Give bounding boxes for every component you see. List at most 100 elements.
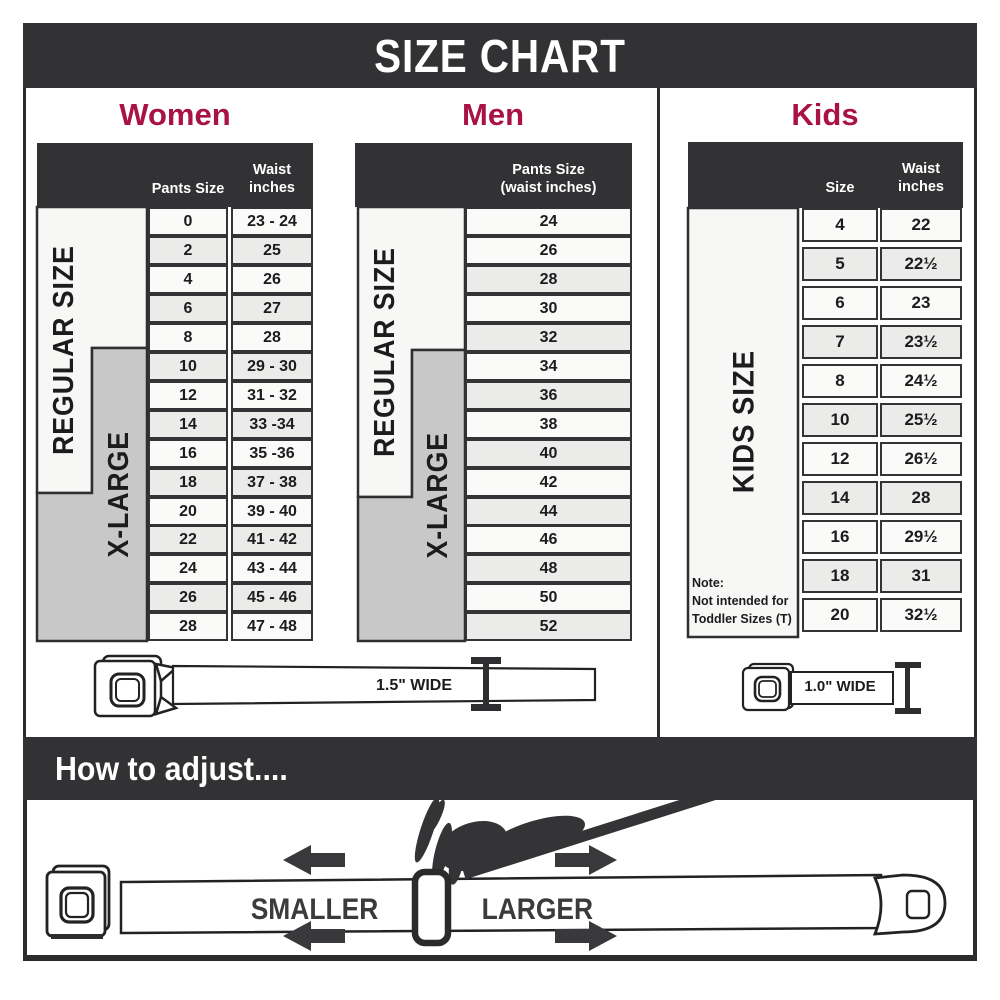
larger-label: LARGER bbox=[481, 893, 593, 926]
kids-size-cell: 20 bbox=[802, 598, 878, 632]
women-pants-size-cell: 28 bbox=[148, 612, 228, 641]
how-to-adjust-band: How to adjust.... bbox=[23, 737, 977, 800]
men-table-header bbox=[355, 143, 632, 207]
men-pants-size-cell: 42 bbox=[465, 468, 632, 497]
how-to-adjust-heading: How to adjust.... bbox=[55, 749, 288, 787]
women-pants-size-cell: 16 bbox=[148, 439, 228, 468]
men-pants-size-cell: 40 bbox=[465, 439, 632, 468]
kids-size-cell: 8 bbox=[802, 364, 878, 398]
belt-adjust-illustration bbox=[45, 800, 947, 951]
men-pants-size-cell: 50 bbox=[465, 583, 632, 612]
seatbelt-buckle-icon bbox=[93, 654, 179, 718]
kids-waist-cell: 25½ bbox=[880, 403, 962, 437]
kids-belt-illustration bbox=[741, 662, 921, 714]
women-pants-size-cell: 20 bbox=[148, 497, 228, 526]
men-pants-size-cell: 28 bbox=[465, 265, 632, 294]
women-waist-cell: 35 -36 bbox=[231, 439, 313, 468]
kids-size-cell: 14 bbox=[802, 481, 878, 515]
women-pants-size-cell: 2 bbox=[148, 236, 228, 265]
belt-strap bbox=[171, 664, 597, 706]
men-pants-size-cell: 48 bbox=[465, 554, 632, 583]
section-divider bbox=[657, 88, 660, 737]
kids-waist-cell: 23 bbox=[880, 286, 962, 320]
arrow-right-icon bbox=[555, 845, 617, 875]
belt-adjuster bbox=[411, 868, 452, 947]
kids-size-cell: 7 bbox=[802, 325, 878, 359]
kids-waist-cell: 22 bbox=[880, 208, 962, 242]
women-section-title: Women bbox=[119, 97, 231, 132]
kids-note: Note: Not intended for Toddler Sizes (T) bbox=[692, 576, 792, 627]
width-measure-icon bbox=[471, 657, 501, 711]
women-pants-size-cell: 22 bbox=[148, 525, 228, 554]
kids-size-header: Size bbox=[825, 180, 855, 196]
men-pants-size-cell: 30 bbox=[465, 294, 632, 323]
women-waist-cell: 39 - 40 bbox=[231, 497, 313, 526]
kids-waist-cell: 26½ bbox=[880, 442, 962, 476]
women-pants-size-cell: 6 bbox=[148, 294, 228, 323]
men-regular-size-label: REGULAR SIZE bbox=[368, 247, 401, 457]
women-pants-size-cell: 18 bbox=[148, 468, 228, 497]
women-pants-size-cell: 10 bbox=[148, 352, 228, 381]
kids-waist-cell: 32½ bbox=[880, 598, 962, 632]
kids-section-title: Kids bbox=[791, 97, 859, 132]
smaller-arrows bbox=[283, 845, 345, 951]
women-pants-size-header: Pants Size bbox=[151, 181, 225, 197]
belt-strap bbox=[790, 671, 894, 705]
men-pants-size-cell: 34 bbox=[465, 352, 632, 381]
men-pants-size-cell: 36 bbox=[465, 381, 632, 410]
women-waist-cell: 37 - 38 bbox=[231, 468, 313, 497]
women-waist-cell: 28 bbox=[231, 323, 313, 352]
men-pants-size-cell: 26 bbox=[465, 236, 632, 265]
women-pants-size-cell: 24 bbox=[148, 554, 228, 583]
kids-waist-cell: 31 bbox=[880, 559, 962, 593]
women-pants-size-cell: 26 bbox=[148, 583, 228, 612]
larger-arrows bbox=[555, 845, 617, 951]
men-pants-size-cell: 32 bbox=[465, 323, 632, 352]
regular-belt-illustration bbox=[93, 654, 597, 718]
women-pants-size-cell: 8 bbox=[148, 323, 228, 352]
kids-size-label: KIDS SIZE bbox=[727, 350, 761, 494]
kids-waist-header: Waist inches bbox=[898, 161, 944, 196]
kids-waist-cell: 28 bbox=[880, 481, 962, 515]
kids-size-cell: 5 bbox=[802, 247, 878, 281]
kids-table-header bbox=[688, 142, 963, 208]
women-waist-cell: 47 - 48 bbox=[231, 612, 313, 641]
women-pants-size-cell: 0 bbox=[148, 207, 228, 236]
kids-waist-cell: 22½ bbox=[880, 247, 962, 281]
women-xlarge-label: X-LARGE bbox=[103, 431, 135, 558]
women-waist-cell: 27 bbox=[231, 294, 313, 323]
women-pants-size-cell: 12 bbox=[148, 381, 228, 410]
kids-size-cell: 4 bbox=[802, 208, 878, 242]
hand-pulling-belt-illustration bbox=[414, 800, 716, 885]
women-waist-cell: 23 - 24 bbox=[231, 207, 313, 236]
seatbelt-buckle-icon bbox=[45, 864, 111, 939]
men-pants-size-cell: 52 bbox=[465, 612, 632, 641]
belt-tip-icon bbox=[872, 873, 947, 936]
women-waist-header: Waist inches bbox=[249, 162, 295, 197]
men-pants-size-cell: 46 bbox=[465, 525, 632, 554]
width-measure-icon bbox=[895, 662, 921, 714]
women-table-header bbox=[37, 143, 313, 207]
women-waist-cell: 45 - 46 bbox=[231, 583, 313, 612]
arrow-right-icon bbox=[555, 921, 617, 951]
kids-waist-cell: 24½ bbox=[880, 364, 962, 398]
kids-size-cell: 12 bbox=[802, 442, 878, 476]
women-pants-size-cell: 4 bbox=[148, 265, 228, 294]
kids-size-cell: 10 bbox=[802, 403, 878, 437]
kids-belt-width-label: 1.0" WIDE bbox=[804, 678, 876, 695]
women-waist-cell: 33 -34 bbox=[231, 410, 313, 439]
women-waist-cell: 43 - 44 bbox=[231, 554, 313, 583]
men-section-title: Men bbox=[462, 97, 524, 132]
women-waist-cell: 31 - 32 bbox=[231, 381, 313, 410]
women-pants-size-cell: 14 bbox=[148, 410, 228, 439]
regular-belt-width-label: 1.5" WIDE bbox=[375, 677, 453, 694]
page-title: SIZE CHART bbox=[374, 29, 626, 82]
women-waist-cell: 41 - 42 bbox=[231, 525, 313, 554]
kids-size-cell: 6 bbox=[802, 286, 878, 320]
arrow-left-icon bbox=[283, 921, 345, 951]
women-waist-cell: 29 - 30 bbox=[231, 352, 313, 381]
women-waist-cell: 26 bbox=[231, 265, 313, 294]
smaller-label: SMALLER bbox=[250, 893, 379, 926]
men-pants-size-cell: 44 bbox=[465, 497, 632, 526]
